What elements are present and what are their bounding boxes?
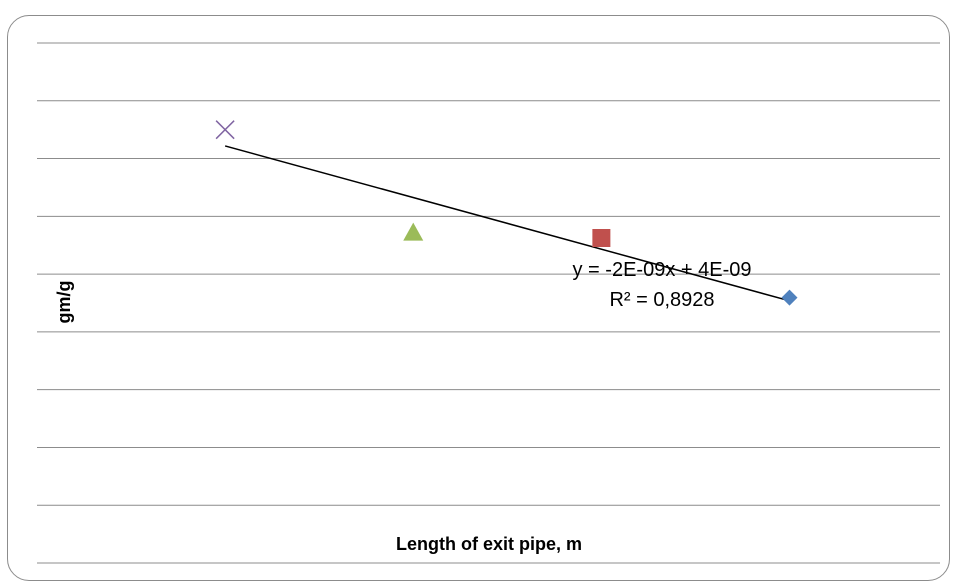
x-axis-title: Length of exit pipe, m <box>396 534 582 554</box>
data-point-diamond <box>781 289 798 306</box>
trendline <box>224 145 790 302</box>
data-markers <box>215 120 798 306</box>
data-point-triangle <box>403 222 424 241</box>
data-point-square <box>592 229 611 247</box>
trendline-r-squared: R² = 0,8928 <box>609 289 714 311</box>
gridlines <box>37 42 940 564</box>
y-axis-title: gm/g <box>54 281 74 324</box>
trendline-equation: y = -2E-09x + 4E-09 <box>573 259 752 281</box>
data-point-x <box>215 120 235 140</box>
